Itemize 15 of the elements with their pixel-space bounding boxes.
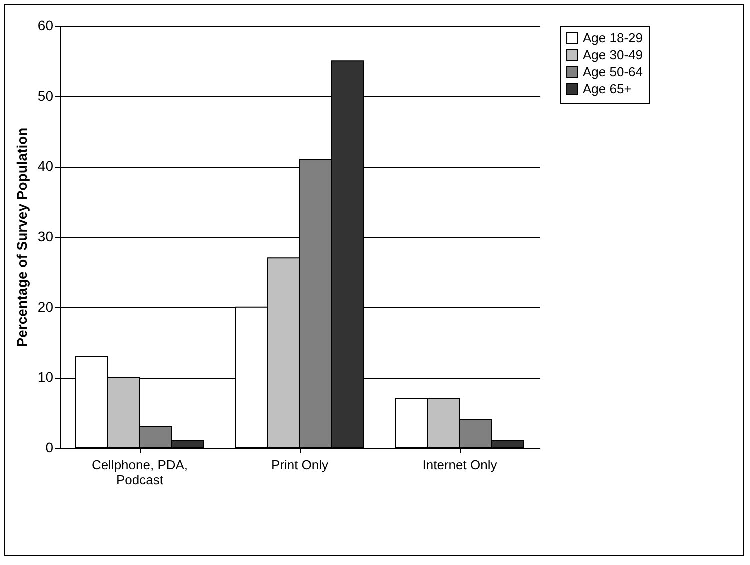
y-tick-label: 40 xyxy=(38,158,54,174)
y-axis-title: Percentage of Survey Population xyxy=(14,128,30,348)
y-tick-label: 0 xyxy=(46,440,54,456)
legend-label: Age 50-64 xyxy=(583,64,643,80)
y-tick-label: 50 xyxy=(38,88,54,104)
x-tick-label: Internet Only xyxy=(422,458,498,472)
legend-label: Age 65+ xyxy=(583,82,632,96)
y-tick-label: 30 xyxy=(38,228,54,244)
y-tick-label: 10 xyxy=(38,369,54,386)
legend-label: Age 18-29 xyxy=(583,30,643,46)
x-tick-label: Print Only xyxy=(271,458,330,472)
x-tick-label: Cellphone, PDA, Podcast xyxy=(92,458,188,488)
legend-label: Age 30-49 xyxy=(583,48,643,62)
y-tick-label: 60 xyxy=(38,18,54,34)
y-tick-label: 20 xyxy=(38,298,54,315)
